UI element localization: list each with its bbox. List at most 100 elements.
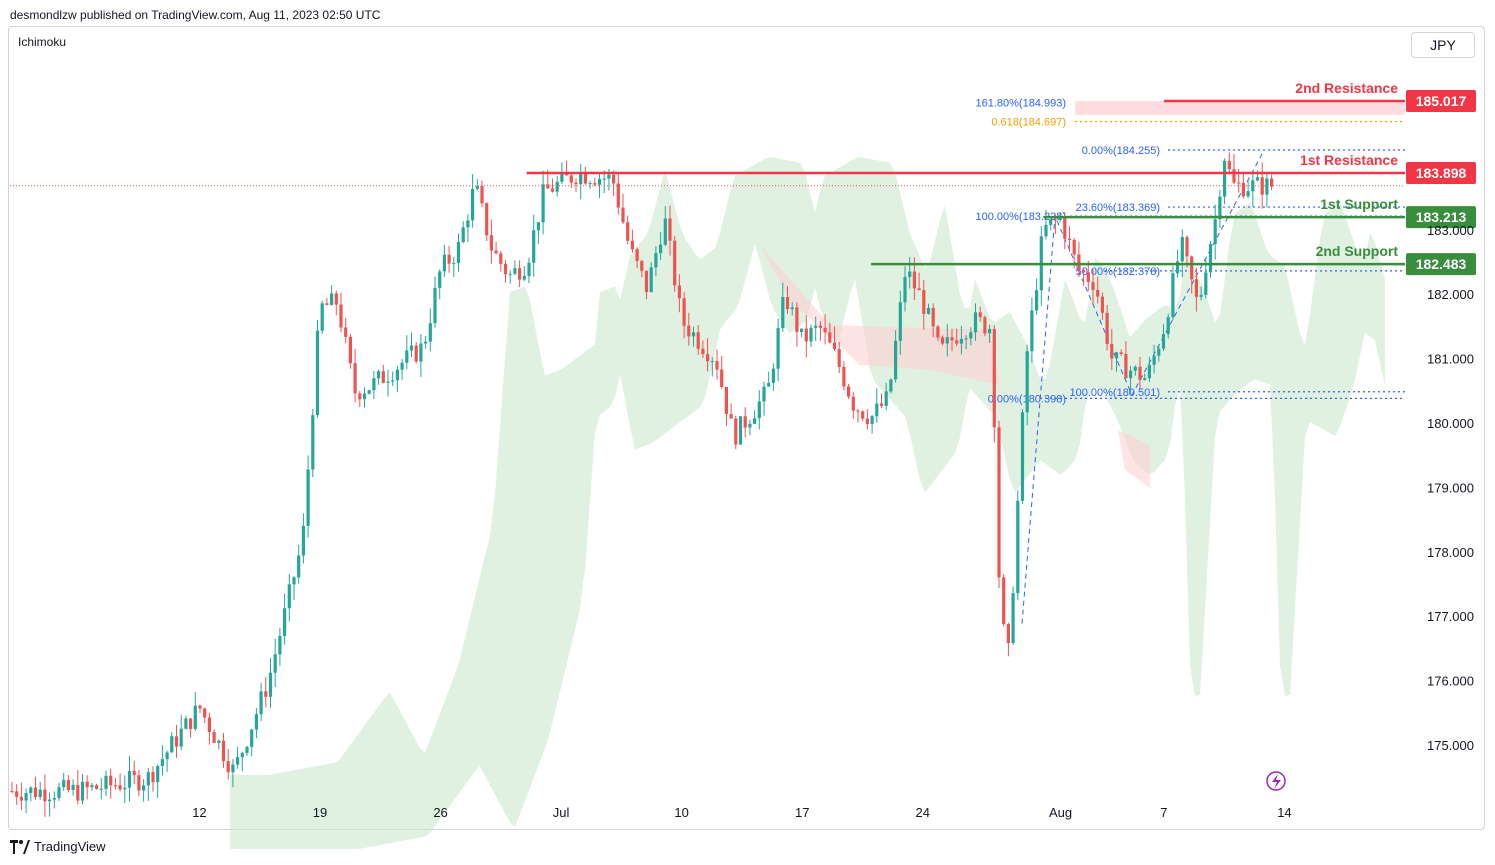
candle-body: [847, 386, 851, 397]
candle: [405, 335, 409, 369]
publisher-header: desmondlzw published on TradingView.com,…: [10, 8, 381, 22]
candle-body: [908, 271, 912, 277]
candle-body: [1006, 624, 1010, 643]
candle: [870, 414, 874, 434]
candle-body: [52, 798, 56, 800]
resistance-zone: [1075, 100, 1405, 115]
candle-body: [142, 785, 146, 791]
candle: [452, 256, 456, 277]
candle: [832, 326, 837, 351]
candle: [330, 285, 334, 306]
candle: [207, 712, 211, 745]
candle: [771, 363, 775, 392]
candle-body: [696, 332, 700, 349]
candle-body: [1237, 182, 1241, 184]
candle: [142, 779, 146, 802]
candle: [165, 750, 169, 772]
candle: [1227, 152, 1231, 173]
candle-body: [221, 740, 226, 762]
candle: [950, 328, 954, 352]
lightning-icon[interactable]: [1266, 771, 1286, 791]
candle-body: [898, 302, 902, 341]
cloud-green-area: [230, 157, 1385, 850]
candle-body: [842, 366, 846, 387]
candle-body: [1086, 272, 1090, 283]
y-tick-label: 175.000: [1427, 738, 1474, 753]
y-tick-label: 176.000: [1427, 674, 1474, 689]
candle: [66, 774, 70, 793]
candle: [19, 782, 23, 811]
price-badge: [1406, 206, 1476, 229]
candle: [579, 164, 583, 200]
y-tick-label: 182.000: [1427, 287, 1474, 302]
candle: [146, 767, 150, 801]
candle-body: [358, 393, 362, 400]
candle-body: [926, 307, 931, 314]
y-tick-label: 183.000: [1427, 223, 1474, 238]
candle: [33, 776, 38, 800]
candle: [90, 783, 94, 791]
candle: [409, 332, 414, 358]
candle-body: [71, 784, 75, 791]
candle-body: [66, 780, 70, 791]
candle: [1086, 260, 1090, 291]
candle: [1100, 292, 1104, 320]
candle-body: [861, 411, 865, 419]
candle-body: [522, 275, 526, 280]
candle-body: [212, 732, 216, 743]
candle-body: [297, 555, 301, 578]
candle-body: [710, 361, 714, 363]
candle: [809, 324, 813, 347]
candle-body: [743, 416, 747, 428]
candle: [644, 270, 649, 300]
candle: [1199, 286, 1203, 301]
candle-body: [471, 189, 475, 221]
candle-body: [701, 348, 705, 355]
candle: [743, 407, 747, 438]
indicator-label[interactable]: Ichimoku: [18, 35, 67, 49]
resistance-zone-rect: [1075, 100, 1405, 115]
candle-body: [1180, 237, 1184, 262]
candle: [847, 383, 851, 400]
candle: [1265, 172, 1269, 208]
candle: [889, 378, 893, 394]
candle-body: [931, 307, 935, 327]
candle-body: [955, 340, 959, 344]
candle: [917, 272, 921, 291]
candle-body: [593, 183, 597, 185]
candle-body: [1223, 160, 1227, 197]
candle: [372, 370, 376, 400]
candle: [471, 174, 475, 228]
y-tick-label: 178.000: [1427, 545, 1474, 560]
candle: [10, 782, 14, 794]
candle: [428, 308, 432, 352]
candle: [593, 177, 597, 187]
candle-body: [226, 761, 230, 773]
price-badge-label: 182.483: [1416, 256, 1467, 272]
candle-body: [273, 654, 277, 673]
candle-body: [762, 386, 766, 402]
candle-body: [452, 263, 456, 265]
candle-body: [1190, 256, 1194, 280]
candle: [57, 782, 61, 801]
candle-body: [29, 787, 33, 794]
currency-button[interactable]: JPY: [1411, 32, 1475, 58]
candle: [485, 202, 489, 241]
x-tick-label: 10: [674, 805, 688, 820]
candle: [753, 410, 757, 425]
candle: [1138, 356, 1142, 389]
price-badge: [1406, 253, 1476, 276]
candle-body: [503, 263, 508, 275]
candle: [1185, 235, 1189, 268]
candle-body: [311, 415, 315, 470]
candle: [1143, 373, 1147, 381]
candle: [475, 179, 479, 191]
x-tick-label: 19: [313, 805, 327, 820]
candle-body: [325, 303, 329, 305]
candle: [926, 303, 931, 315]
candle: [297, 544, 301, 584]
candle-body: [1241, 182, 1245, 197]
candle: [1030, 297, 1034, 363]
candle: [828, 322, 832, 344]
